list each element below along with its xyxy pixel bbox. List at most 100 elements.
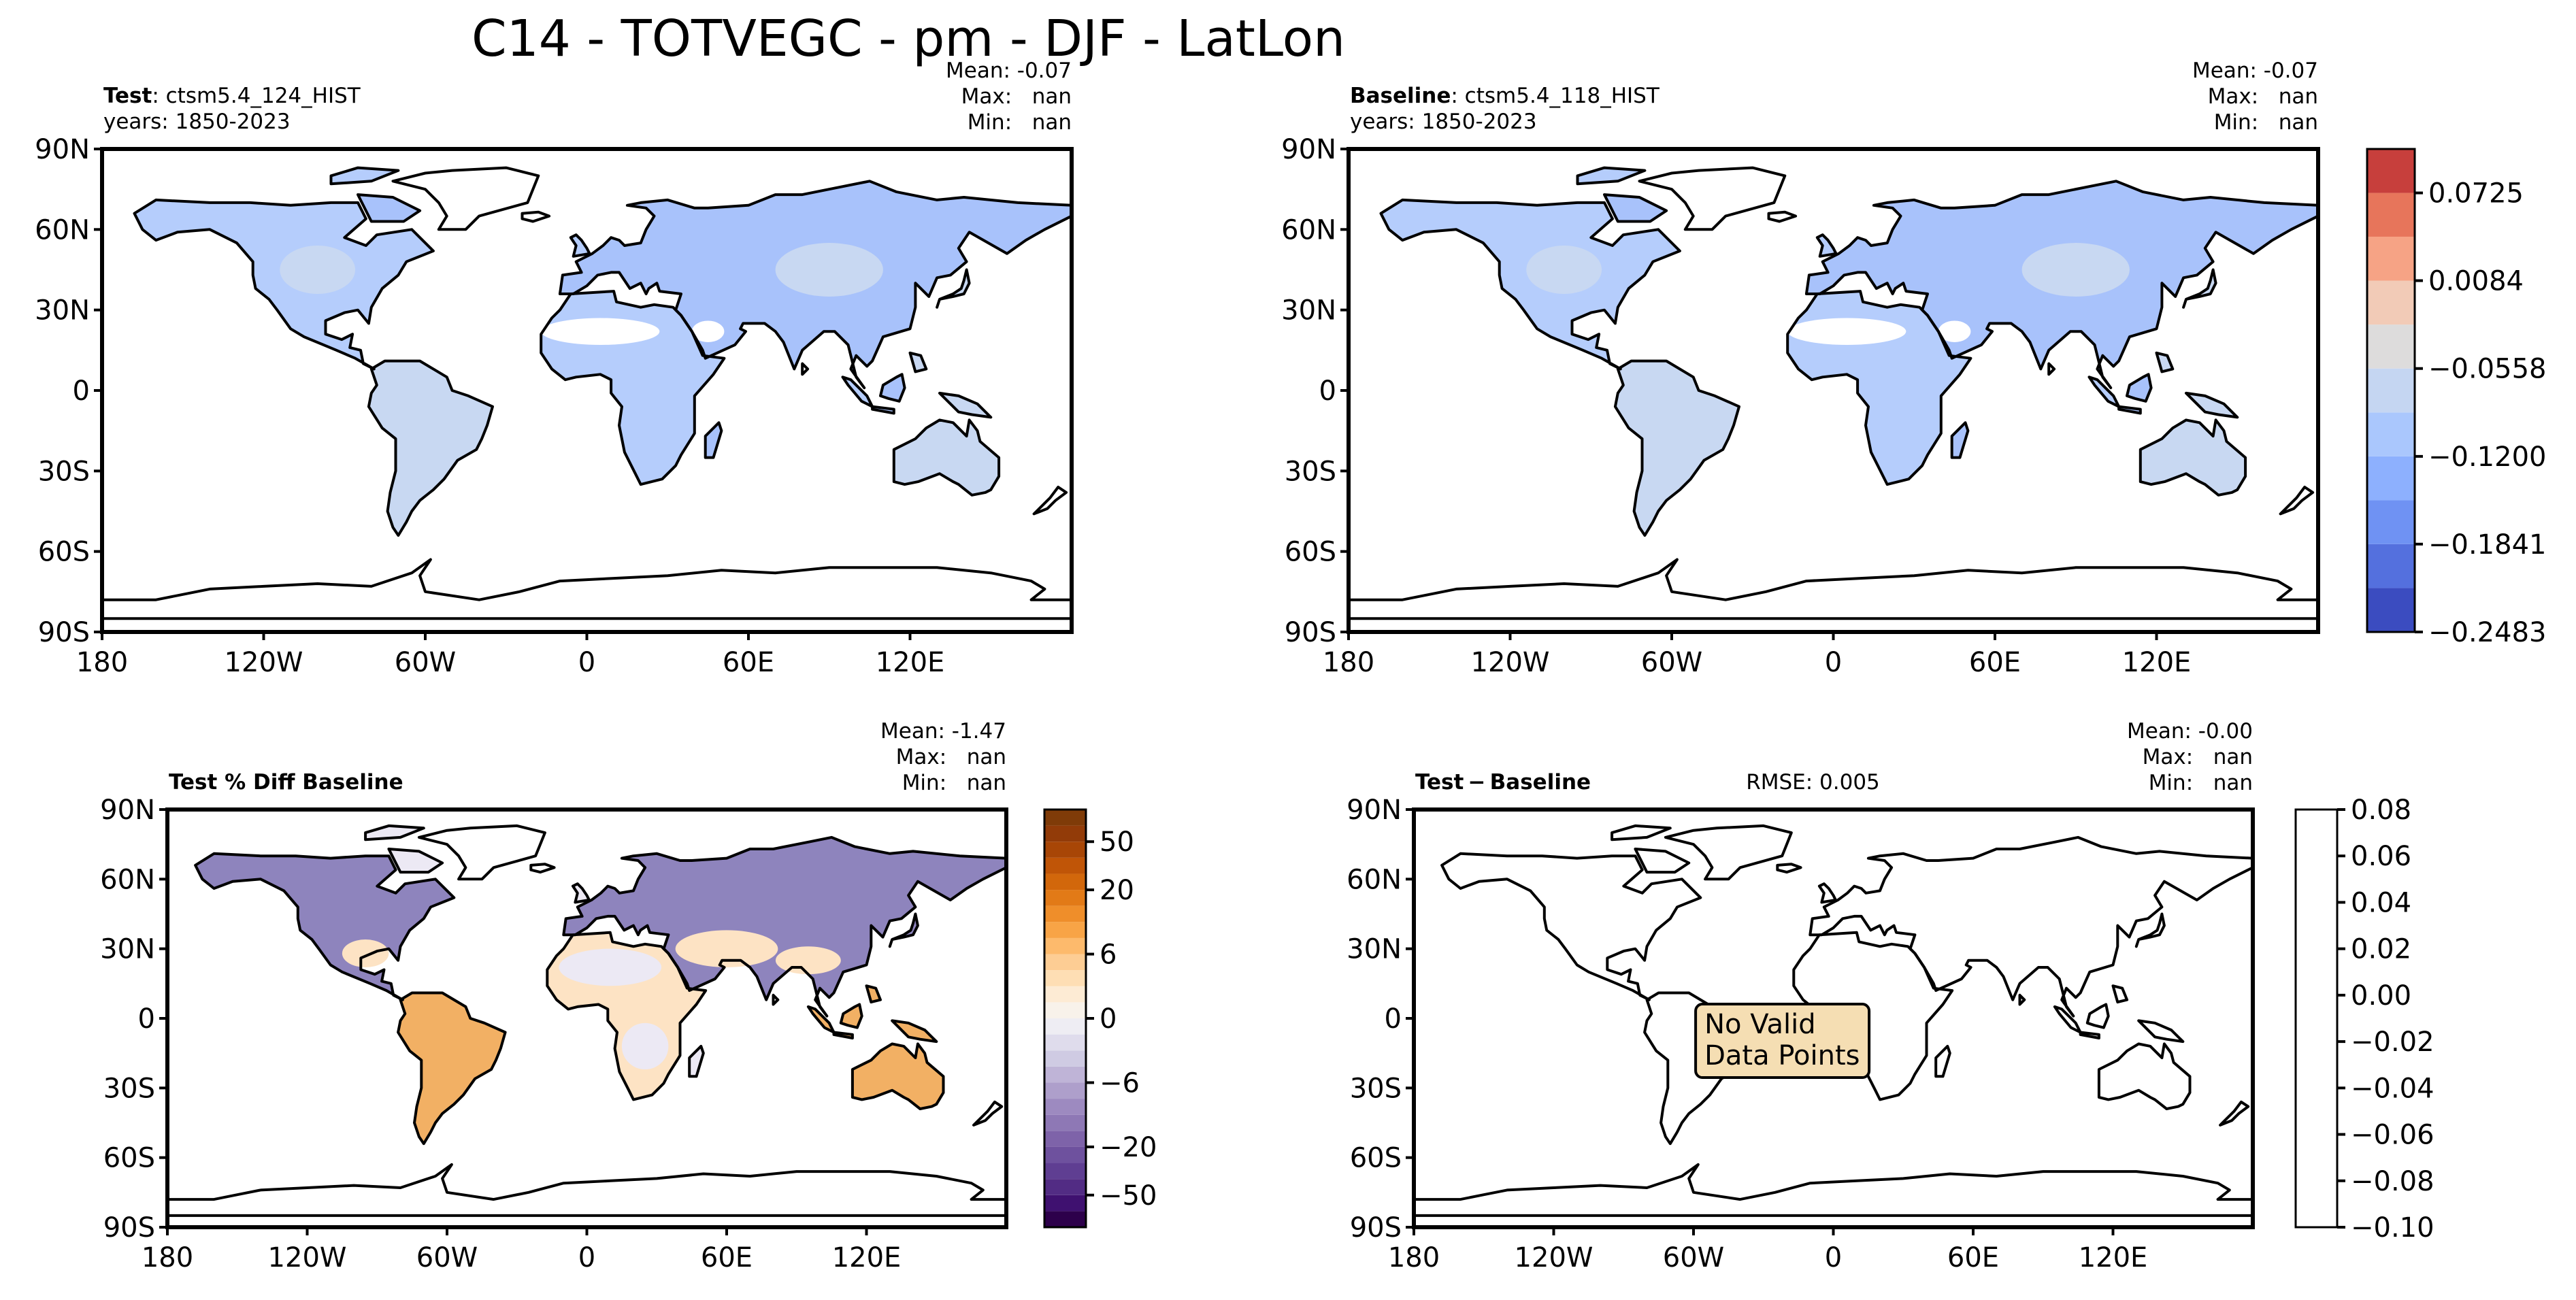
region-shade [418, 1016, 476, 1044]
coastline-baffin [1603, 193, 1668, 223]
coastline-newZealand [1032, 486, 1068, 516]
lat-tick-label: 60N [35, 214, 90, 246]
lat-tick-label: 30S [103, 1073, 155, 1104]
colorbar-segment [2367, 368, 2415, 413]
coastline-eurasia [562, 835, 1006, 1018]
land-fill-baffin [358, 195, 420, 222]
land-fill-northAmerica [1381, 199, 1680, 369]
coastline-uk [572, 882, 591, 904]
coastline-borneo [879, 373, 906, 403]
lat-tick-label: 0 [1319, 376, 1336, 407]
region-shade [280, 246, 356, 294]
land-fill-madagascar [705, 422, 722, 458]
panel-title: Test % Diff Baseline [169, 770, 403, 795]
no-valid-data-text: Data Points [1704, 1040, 1860, 1071]
colorbar-segment [1044, 1066, 1086, 1083]
colorbar-segment [2367, 149, 2415, 193]
colorbar-segment [2367, 324, 2415, 369]
lon-tick-label: 60E [723, 647, 774, 678]
region-shade [691, 320, 725, 342]
colorbar-segment [1044, 1211, 1086, 1227]
lat-tick-label: 30S [38, 456, 90, 487]
coastline-philippines [908, 351, 928, 373]
land-fill-sumatra [2089, 377, 2119, 407]
coastline-greenland [1638, 166, 1787, 231]
lon-tick-label: 60E [1947, 1242, 1999, 1273]
coastline-greenland [1664, 824, 1793, 881]
stat-min: Min: nan [2149, 771, 2253, 795]
lat-tick-label: 0 [138, 1003, 155, 1035]
figure-title: C14 - TOTVEGC - pm - DJF - LatLon [472, 10, 1345, 68]
colorbar-tick-label: 6 [1100, 939, 1117, 971]
coastline-philippines [865, 984, 882, 1004]
colorbar-segment [2367, 412, 2415, 456]
coastline-iceland [1776, 863, 1802, 874]
coastline-eurasia [1804, 180, 2318, 390]
land-fill-sumatra [842, 377, 873, 407]
lat-tick-label: 90S [1350, 1212, 1402, 1244]
coastline-ellesmere [364, 824, 425, 841]
colorbar-segment [2367, 236, 2415, 281]
coastline-africa [546, 931, 708, 1101]
lon-tick-label: 60W [1641, 647, 1702, 678]
region-shade [342, 939, 389, 967]
lat-tick-label: 60S [103, 1143, 155, 1174]
lat-tick-label: 60S [1350, 1143, 1402, 1174]
colorbar-segment [1044, 1082, 1086, 1099]
land-fill-northAmerica [134, 199, 433, 369]
stat-min: Min: nan [902, 771, 1006, 795]
lat-tick-label: 90S [38, 617, 90, 648]
lat-tick-label: 30S [1350, 1073, 1402, 1104]
lat-tick-label: 60S [38, 537, 90, 568]
coastline-borneo [2126, 373, 2153, 403]
coastline-java [2079, 1031, 2100, 1039]
colorbar-tick-label: 0.04 [2351, 887, 2411, 918]
colorbar-tick-label: 20 [1100, 875, 1134, 906]
colorbar-segment [2367, 544, 2415, 588]
coastline-sriLanka [2047, 362, 2056, 376]
coastline-uk [1815, 233, 1838, 258]
panel-title-bold: Test [103, 84, 152, 108]
coastline-antarctica [1414, 1163, 2253, 1217]
lat-tick-label: 90N [35, 134, 90, 165]
colorbar-shared: −0.2483 −0.1841 −0.1200 −0.0558 0.0084 0.0725 [2366, 148, 2546, 648]
colorbar-tick-label: −0.1200 [2428, 441, 2546, 473]
coastline-baffin [1634, 848, 1691, 874]
colorbar-tick-label: 0.08 [2351, 795, 2411, 826]
coastline-antarctica [102, 558, 1072, 620]
colorbar-segment [1044, 1002, 1086, 1018]
coastline-sriLanka [2018, 993, 2026, 1006]
coastline-greenland [391, 166, 540, 231]
colorbar-segment [1044, 1163, 1086, 1180]
colorbar-segment [1044, 810, 1086, 826]
coastline-java [832, 1031, 854, 1039]
coastline-antarctica [167, 1163, 1006, 1217]
lat-tick-label: 90S [1285, 617, 1336, 648]
colorbar-segment [1044, 1195, 1086, 1212]
lat-tick-label: 90S [103, 1212, 155, 1244]
stat-mean: Mean: -0.07 [2192, 59, 2318, 83]
colorbar-tick-label: −0.1841 [2428, 529, 2546, 561]
colorbar-tick-label: −50 [1100, 1180, 1157, 1212]
coastline-newGuinea [891, 1019, 938, 1044]
panel-title: Test: ctsm5.4_124_HIST [103, 84, 361, 108]
stat-max: Max: nan [961, 84, 1072, 109]
coastline-southAmerica [397, 991, 507, 1146]
stat-max: Max: nan [896, 745, 1006, 769]
coastline-uk [569, 233, 591, 258]
lon-tick-label: 120W [1471, 647, 1550, 678]
coastline-ellesmere [1576, 166, 1647, 186]
coastline-newZealand [2219, 1100, 2250, 1127]
land-fill-borneo [880, 374, 905, 401]
region-shade [775, 946, 841, 975]
colorbar-segment [1044, 954, 1086, 971]
no-valid-data-text: No Valid [1704, 1009, 1816, 1040]
colorbar-segment [1044, 970, 1086, 986]
region-shade [1938, 320, 1971, 342]
colorbar-tick-label: −0.06 [2351, 1120, 2434, 1151]
colorbar-tick-label: 50 [1100, 827, 1134, 858]
lon-tick-label: 0 [1825, 1242, 1842, 1273]
panel-title-bold: Test − Baseline [1415, 770, 1591, 795]
